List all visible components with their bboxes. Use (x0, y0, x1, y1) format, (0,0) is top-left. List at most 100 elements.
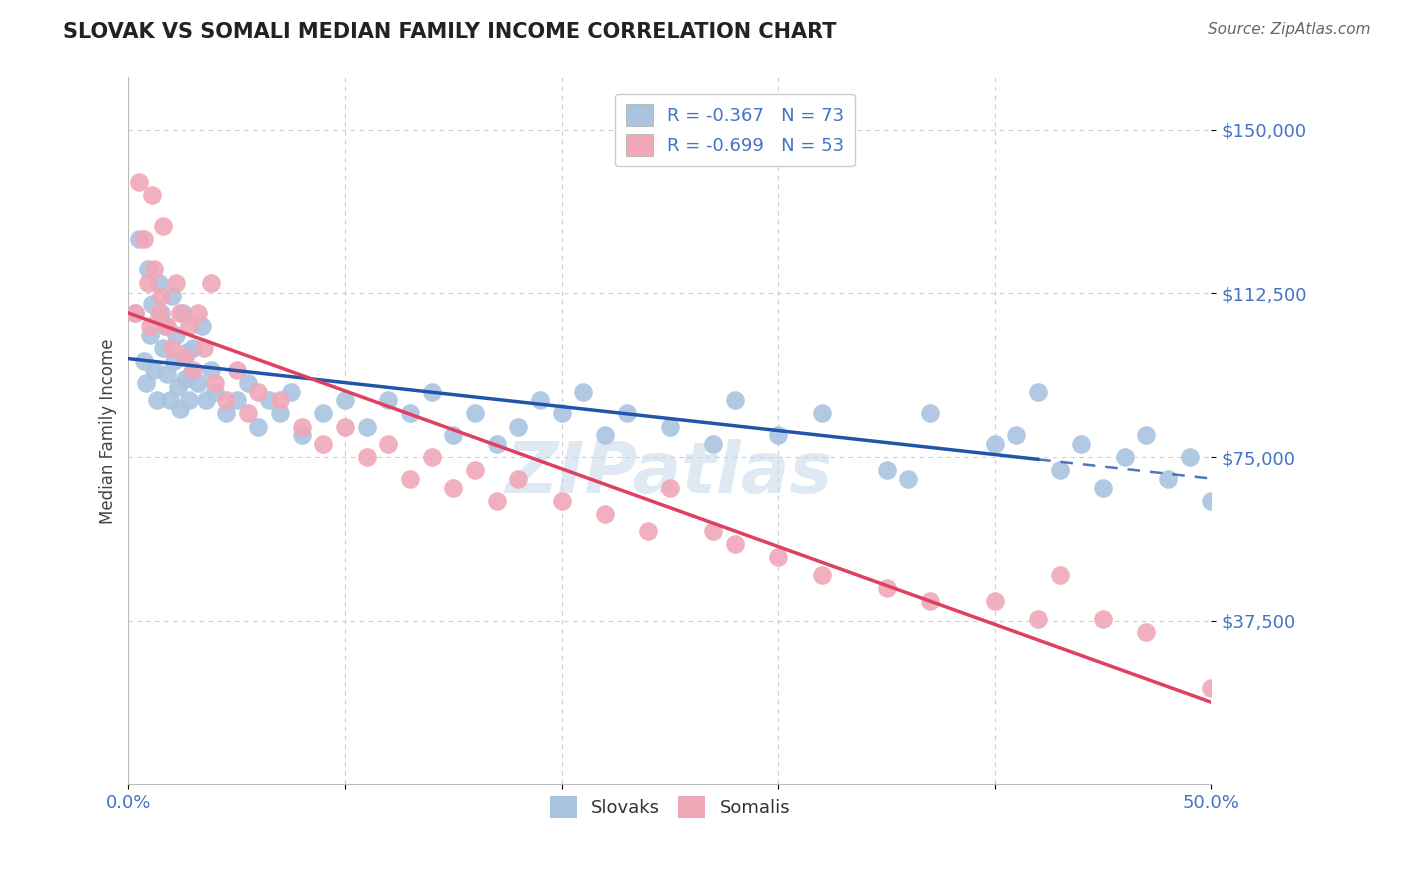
Point (179, 319, 201, 334)
Point (141, 188, 163, 202)
Point (183, 363, 205, 377)
Point (984, 437, 1007, 451)
Point (145, 393, 167, 408)
Point (225, 363, 247, 377)
Point (637, 524, 659, 539)
Point (658, 481, 681, 495)
Point (280, 384, 302, 399)
Point (810, 407, 832, 421)
Point (187, 376, 209, 390)
Point (139, 319, 162, 334)
Point (165, 327, 187, 342)
Point (247, 419, 270, 434)
Point (485, 493, 508, 508)
Point (724, 537, 747, 551)
Point (377, 437, 399, 451)
Point (593, 428, 616, 442)
Point (464, 407, 486, 421)
Point (333, 393, 356, 408)
Point (183, 341, 205, 355)
Point (377, 393, 399, 408)
Point (984, 594, 1007, 608)
Point (200, 276, 222, 290)
Point (132, 232, 155, 246)
Point (508, 419, 530, 434)
Point (1092, 611, 1115, 625)
Point (1135, 624, 1157, 639)
Point (143, 363, 166, 377)
Point (1201, 493, 1223, 508)
Point (172, 306, 194, 320)
Point (128, 232, 150, 246)
Point (399, 472, 422, 486)
Point (136, 276, 159, 290)
Point (165, 276, 187, 290)
Point (441, 481, 464, 495)
Point (550, 493, 572, 508)
Point (132, 354, 155, 368)
Point (215, 407, 238, 421)
Point (356, 450, 378, 464)
Point (702, 524, 724, 539)
Point (204, 376, 226, 390)
Point (187, 306, 209, 320)
Point (155, 319, 177, 334)
Point (179, 393, 201, 408)
Point (124, 306, 146, 320)
Point (1135, 428, 1157, 442)
Text: Source: ZipAtlas.com: Source: ZipAtlas.com (1208, 22, 1371, 37)
Point (176, 345, 198, 359)
Point (269, 407, 291, 421)
Point (312, 437, 335, 451)
Point (550, 407, 572, 421)
Point (1049, 568, 1071, 582)
Point (291, 428, 314, 442)
Point (876, 581, 898, 595)
Point (724, 393, 747, 408)
Point (200, 363, 222, 377)
Point (1178, 450, 1201, 464)
Point (1092, 481, 1115, 495)
Point (508, 472, 530, 486)
Point (1026, 611, 1049, 625)
Point (1114, 450, 1136, 464)
Point (485, 437, 508, 451)
Point (702, 437, 724, 451)
Point (897, 472, 920, 486)
Point (173, 371, 195, 385)
Point (160, 288, 183, 302)
Point (420, 384, 443, 399)
Point (236, 407, 259, 421)
Point (148, 276, 170, 290)
Legend: Slovaks, Somalis: Slovaks, Somalis (543, 789, 797, 825)
Point (149, 288, 172, 302)
Point (195, 393, 218, 408)
Point (225, 393, 247, 408)
Point (876, 463, 898, 477)
Point (1201, 681, 1223, 696)
Point (193, 341, 215, 355)
Point (204, 384, 226, 399)
Point (169, 402, 191, 417)
Point (156, 319, 179, 334)
Point (173, 350, 195, 364)
Point (593, 507, 616, 521)
Point (768, 428, 790, 442)
Point (191, 319, 214, 334)
Point (156, 368, 179, 382)
Point (139, 327, 162, 342)
Point (399, 407, 422, 421)
Point (312, 407, 335, 421)
Point (333, 419, 356, 434)
Point (152, 219, 174, 233)
Point (124, 306, 146, 320)
Point (135, 376, 157, 390)
Point (918, 594, 941, 608)
Point (1157, 472, 1180, 486)
Point (291, 419, 314, 434)
Point (141, 297, 163, 311)
Point (215, 393, 238, 408)
Point (1026, 384, 1049, 399)
Point (247, 384, 270, 399)
Point (180, 368, 202, 382)
